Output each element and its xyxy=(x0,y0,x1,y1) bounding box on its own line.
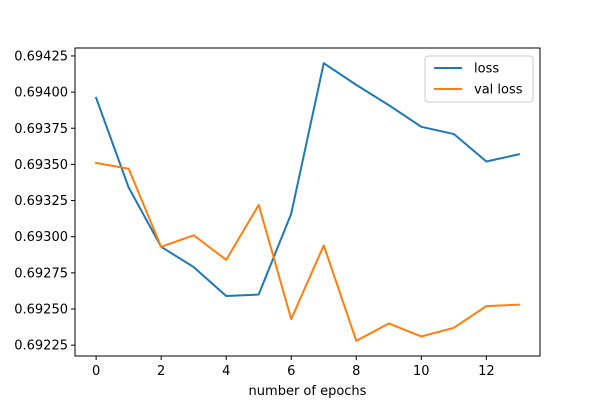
y-tick-label: 0.69225 xyxy=(14,339,68,354)
series-line-loss xyxy=(94,62,521,297)
y-tick-label: 0.69250 xyxy=(14,303,68,318)
x-tick-label: 0 xyxy=(92,364,100,379)
y-tick-label: 0.69375 xyxy=(14,122,68,137)
y-tick-label: 0.69325 xyxy=(14,194,68,209)
x-tick-label: 12 xyxy=(478,364,495,379)
x-axis-label: number of epochs xyxy=(249,384,367,399)
series-line-val-loss xyxy=(94,161,520,342)
plot-area: 0 2 4 6 8 10 12 0.69225 0.69250 0.69275 0.69300 0.6… xyxy=(14,47,541,379)
y-tick-label: 0.69425 xyxy=(14,49,68,64)
legend: loss val loss xyxy=(424,55,534,103)
y-tick-label: 0.69350 xyxy=(14,158,68,173)
axes-frame xyxy=(74,47,541,357)
x-tick-label: 4 xyxy=(222,364,230,379)
x-tick-label: 6 xyxy=(287,364,295,379)
x-tick-label: 10 xyxy=(413,364,430,379)
x-tick-label: 8 xyxy=(352,364,360,379)
legend-label-loss: loss xyxy=(474,62,499,77)
y-tick-label: 0.69400 xyxy=(14,86,68,101)
legend-label-val-loss: val loss xyxy=(474,83,523,98)
y-tick-label: 0.69275 xyxy=(14,266,68,281)
y-tick-label: 0.69300 xyxy=(14,230,68,245)
x-tick-label: 2 xyxy=(157,364,165,379)
